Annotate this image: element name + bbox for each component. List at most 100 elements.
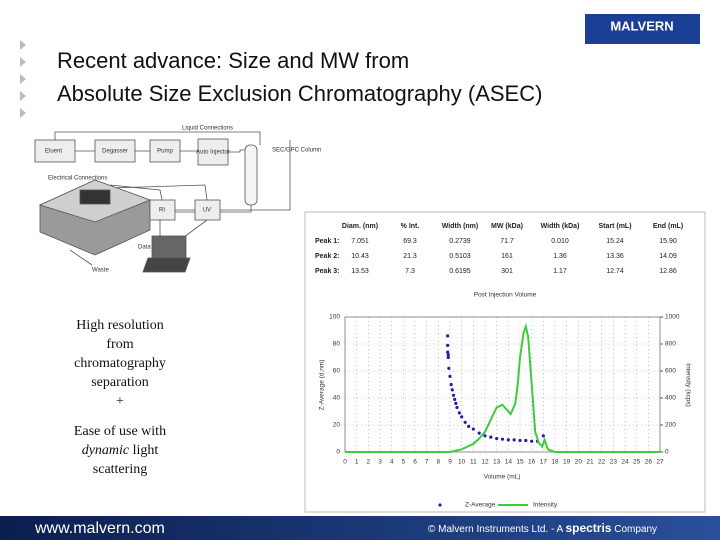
title: Absolute Size Exclusion Chromatography (… xyxy=(57,81,542,106)
z-average-point xyxy=(460,415,464,419)
row-label: Peak 2: xyxy=(315,253,340,260)
diagram-label: SEC/GPC Column xyxy=(272,148,321,154)
table-header: Diam. (nm) xyxy=(342,223,378,230)
z-average-point xyxy=(446,350,450,354)
diagram-label: Pump xyxy=(157,149,173,155)
x-tick-label: 7 xyxy=(425,459,429,466)
z-average-point xyxy=(541,434,545,438)
z-average-point xyxy=(467,424,471,428)
text-line: High resolution xyxy=(76,318,164,333)
z-average-point xyxy=(447,366,451,370)
bullets xyxy=(20,40,26,118)
z-average-point xyxy=(477,431,481,435)
diagram-label: Eluent xyxy=(45,149,62,155)
y2-axis-label: Intensity (kcps) xyxy=(684,363,691,407)
table-header: Start (mL) xyxy=(598,223,631,230)
text-line: chromatography xyxy=(74,356,166,371)
table-header: MW (kDa) xyxy=(491,223,523,230)
z-average-point xyxy=(446,355,450,360)
chart: Post Injection Volume Volume (mL) Z-Aver… xyxy=(319,292,692,509)
diagram-label: RI xyxy=(159,208,165,214)
x-tick-label: 17 xyxy=(540,459,548,466)
logo: MALVERN xyxy=(610,18,673,33)
text-line: separation xyxy=(91,375,149,390)
x-tick-label: 4 xyxy=(390,459,394,466)
diagram-label: UV xyxy=(203,208,211,214)
y2-tick-label: 0 xyxy=(665,449,669,456)
y-tick-label: 40 xyxy=(333,395,341,402)
z-average-point xyxy=(453,397,457,401)
x-tick-label: 9 xyxy=(448,459,452,466)
x-tick-label: 6 xyxy=(413,459,417,466)
x-tick-label: 1 xyxy=(355,459,359,466)
legend-label: Intensity xyxy=(533,502,558,509)
italic-word: dynamic xyxy=(82,443,130,458)
table-header: Width (kDa) xyxy=(541,223,580,230)
x-tick-label: 11 xyxy=(470,459,477,466)
chart-title: Post Injection Volume xyxy=(474,292,537,299)
z-average-point xyxy=(446,353,450,357)
y-tick-label: 0 xyxy=(336,449,340,456)
x-tick-label: 12 xyxy=(481,459,489,466)
y-tick-label: 80 xyxy=(333,341,341,348)
diagram-label: Degasser xyxy=(102,149,128,155)
z-average-point xyxy=(506,438,510,442)
x-tick-label: 3 xyxy=(378,459,382,466)
text-line: + xyxy=(116,394,124,409)
y-axis-label: Z-Average (d.nm) xyxy=(319,360,326,411)
z-average-point xyxy=(450,388,454,392)
text-line: Ease of use with xyxy=(74,424,166,439)
diagram-label: Data xyxy=(138,245,151,251)
table-cell: 14.09 xyxy=(659,253,677,260)
legend-marker xyxy=(438,503,442,507)
diagram-label: Auto Injector xyxy=(196,150,230,156)
word: light xyxy=(133,443,159,458)
x-tick-label: 20 xyxy=(575,459,583,466)
diagram-label: Waste xyxy=(92,268,109,274)
z-average-point xyxy=(471,427,475,431)
x-tick-label: 26 xyxy=(645,459,653,466)
logo-box xyxy=(585,14,700,44)
chart-frame xyxy=(304,211,706,513)
z-average-point xyxy=(454,401,458,405)
company: Company xyxy=(614,524,657,535)
x-tick-label: 19 xyxy=(563,459,571,466)
x-axis-label: Volume (mL) xyxy=(484,474,521,481)
z-average-point xyxy=(495,436,499,441)
table-cell: 161 xyxy=(501,253,513,260)
diagram-label: Liquid Connections xyxy=(182,126,233,132)
x-tick-label: 10 xyxy=(458,459,466,466)
x-tick-label: 13 xyxy=(493,459,501,466)
table-cell: 0.5103 xyxy=(449,253,471,260)
intensity-line xyxy=(345,322,660,453)
x-tick-label: 23 xyxy=(610,459,618,466)
x-tick-label: 2 xyxy=(367,459,371,466)
x-tick-label: 0 xyxy=(343,459,347,466)
table-cell: 13.53 xyxy=(351,268,369,275)
table-cell: 0.010 xyxy=(551,238,569,245)
y2-tick-label: 800 xyxy=(665,341,676,348)
row-label: Peak 1: xyxy=(315,238,340,245)
copyright: © Malvern Instruments Ltd. - A xyxy=(428,524,564,535)
x-tick-label: 22 xyxy=(598,459,606,466)
table-cell: 1.36 xyxy=(553,253,567,260)
diagram-label: Electrical Connections xyxy=(48,176,107,182)
z-average-point xyxy=(446,334,450,338)
z-average-point xyxy=(524,438,528,443)
legend-label: Z-Average xyxy=(465,502,496,509)
z-average-point xyxy=(455,405,459,410)
results-table: Diam. (nm) % Int. Width (nm) MW (kDa) Width … xyxy=(315,223,683,275)
z-average-point xyxy=(512,438,516,442)
table-header: % Int. xyxy=(401,223,420,230)
x-tick-label: 18 xyxy=(551,459,559,466)
z-average-point xyxy=(489,435,493,439)
table-cell: 1.17 xyxy=(553,268,567,275)
y2-tick-label: 1000 xyxy=(665,314,680,321)
y-tick-label: 20 xyxy=(333,422,341,429)
title: Recent advance: Size and MW from xyxy=(57,48,409,73)
z-average-point xyxy=(500,437,505,441)
x-tick-label: 14 xyxy=(505,459,513,466)
table-cell: 15.24 xyxy=(606,238,624,245)
